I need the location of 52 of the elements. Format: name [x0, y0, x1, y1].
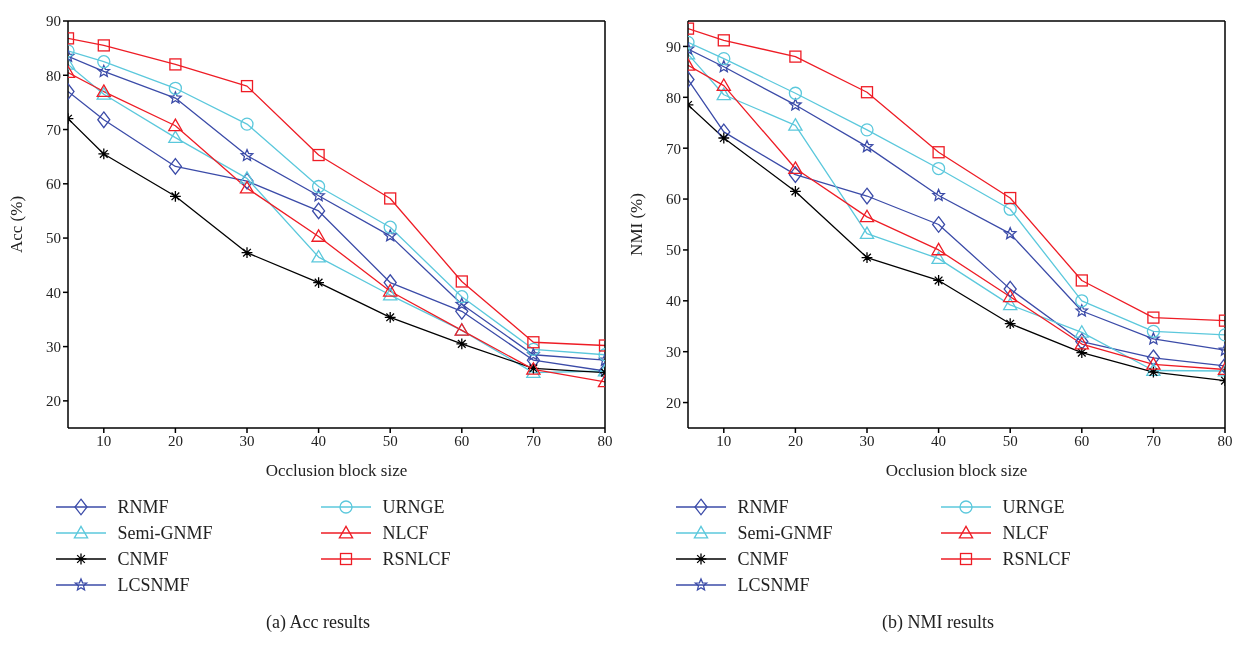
y-tick-label: 20 — [666, 394, 681, 411]
legend-label: RNMF — [737, 496, 789, 518]
y-axis-title: NMI (%) — [627, 193, 647, 256]
text: (b) NMI results — [882, 612, 994, 633]
x-tick-label: 10 — [716, 432, 732, 449]
legend-label: LCSNMF — [117, 574, 190, 596]
legend-label: Semi-GNMF — [117, 522, 213, 544]
x-axis-title: Occlusion block size — [265, 461, 408, 480]
x-axis-title: Occlusion block size — [885, 461, 1028, 480]
y-tick-label: 40 — [46, 284, 61, 301]
x-tick-label: 70 — [525, 432, 541, 449]
x-tick-label: 50 — [382, 432, 398, 449]
x-tick-label: 30 — [239, 432, 255, 449]
legend-label: URNGE — [382, 496, 445, 518]
x-tick-label: 20 — [167, 432, 183, 449]
x-tick-label: 60 — [454, 432, 470, 449]
y-tick-label: 50 — [666, 242, 681, 259]
y-tick-label: 60 — [666, 191, 681, 208]
y-tick-label: 50 — [46, 230, 61, 247]
legend-label: RNMF — [117, 496, 169, 518]
x-tick-label: 20 — [787, 432, 803, 449]
y-tick-label: 80 — [666, 89, 681, 106]
legend-label: URNGE — [1002, 496, 1065, 518]
legend-label: NLCF — [1002, 522, 1049, 544]
legend-label: Semi-GNMF — [737, 522, 833, 544]
y-tick-label: 30 — [46, 338, 61, 355]
y-tick-label: 30 — [666, 344, 681, 361]
x-tick-label: 80 — [597, 432, 613, 449]
legend-label: RSNLCF — [1002, 548, 1071, 570]
x-tick-label: 40 — [311, 432, 327, 449]
x-tick-label: 50 — [1002, 432, 1018, 449]
y-tick-label: 60 — [46, 176, 61, 193]
y-tick-label: 40 — [666, 293, 681, 310]
legend-label: RSNLCF — [382, 548, 451, 570]
y-tick-label: 70 — [666, 140, 681, 157]
legend-label: CNMF — [737, 548, 789, 570]
text: (a) Acc results — [266, 612, 370, 633]
legend-label: CNMF — [117, 548, 169, 570]
y-tick-label: 70 — [46, 121, 61, 138]
legend-label: LCSNMF — [737, 574, 810, 596]
x-tick-label: 40 — [931, 432, 947, 449]
y-tick-label: 90 — [46, 13, 61, 30]
x-tick-label: 10 — [96, 432, 112, 449]
y-axis-title: Acc (%) — [7, 195, 27, 254]
x-tick-label: 30 — [859, 432, 875, 449]
x-tick-label: 70 — [1145, 432, 1161, 449]
y-tick-label: 90 — [666, 38, 681, 55]
x-tick-label: 80 — [1217, 432, 1233, 449]
legend-label: NLCF — [382, 522, 429, 544]
y-tick-label: 20 — [46, 393, 61, 410]
x-tick-label: 60 — [1074, 432, 1090, 449]
y-tick-label: 80 — [46, 67, 61, 84]
